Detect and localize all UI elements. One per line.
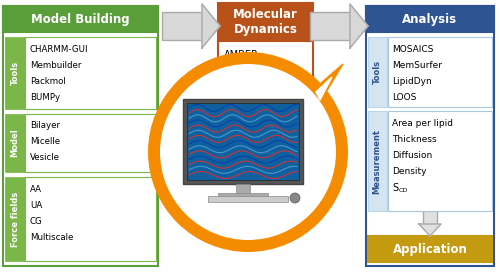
Circle shape <box>160 64 336 240</box>
Text: Membuilder: Membuilder <box>30 61 82 70</box>
Bar <box>388 111 492 211</box>
Text: NAMD: NAMD <box>224 86 254 96</box>
Text: AMBER: AMBER <box>224 50 259 60</box>
Text: Force fields: Force fields <box>10 191 20 247</box>
Text: MOSAICS: MOSAICS <box>392 45 434 55</box>
Polygon shape <box>313 64 343 102</box>
Bar <box>218 193 268 200</box>
Text: UA: UA <box>30 201 42 210</box>
Text: Micelle: Micelle <box>30 138 60 147</box>
Text: S: S <box>392 183 398 193</box>
Polygon shape <box>350 4 368 48</box>
Text: AA: AA <box>30 184 42 193</box>
Text: Bilayer: Bilayer <box>30 121 60 130</box>
Bar <box>3 6 158 32</box>
Text: Thickness: Thickness <box>392 136 436 144</box>
Bar <box>183 99 303 184</box>
Bar <box>366 6 494 266</box>
Bar <box>368 111 387 211</box>
Text: Vesicle: Vesicle <box>30 153 60 162</box>
Bar <box>218 3 313 41</box>
Bar <box>423 206 437 224</box>
Bar <box>236 184 250 194</box>
Text: Application: Application <box>392 242 468 255</box>
Bar <box>388 37 492 107</box>
Text: CHARMM-GUI: CHARMM-GUI <box>30 44 88 53</box>
Text: Tools: Tools <box>372 60 382 84</box>
Bar <box>5 114 25 172</box>
Bar <box>187 103 299 180</box>
Circle shape <box>290 193 300 203</box>
Circle shape <box>148 52 348 252</box>
Text: MemSurfer: MemSurfer <box>392 61 442 70</box>
Text: Model Building: Model Building <box>31 13 130 25</box>
Text: Model: Model <box>10 129 20 157</box>
Text: LipidDyn: LipidDyn <box>392 78 432 87</box>
Text: Packmol: Packmol <box>30 76 66 85</box>
Bar <box>310 12 350 40</box>
Bar <box>162 12 202 40</box>
Bar <box>366 6 494 32</box>
Bar <box>25 114 156 172</box>
Bar <box>368 236 492 262</box>
Text: CG: CG <box>30 216 43 226</box>
Bar <box>25 177 156 261</box>
Text: Analysis: Analysis <box>402 13 458 25</box>
Text: CD: CD <box>399 187 408 193</box>
Bar <box>25 37 156 109</box>
Bar <box>368 37 387 107</box>
Bar <box>218 41 313 106</box>
Text: Density: Density <box>392 167 426 176</box>
Polygon shape <box>419 224 441 236</box>
Text: LOOS: LOOS <box>392 93 416 102</box>
Text: BUMPy: BUMPy <box>30 93 60 101</box>
Text: Tools: Tools <box>10 61 20 85</box>
Text: Area per lipid: Area per lipid <box>392 119 453 129</box>
Bar <box>5 177 25 261</box>
Text: GROMACS: GROMACS <box>224 68 274 78</box>
Polygon shape <box>202 4 220 48</box>
Text: Diffusion: Diffusion <box>392 152 432 161</box>
Bar <box>3 6 158 266</box>
Polygon shape <box>316 77 332 100</box>
Text: Multiscale: Multiscale <box>30 233 74 241</box>
Bar <box>208 196 288 202</box>
Bar <box>5 37 25 109</box>
Text: Molecular
Dynamics: Molecular Dynamics <box>233 8 298 36</box>
Text: Measurement: Measurement <box>372 129 382 193</box>
